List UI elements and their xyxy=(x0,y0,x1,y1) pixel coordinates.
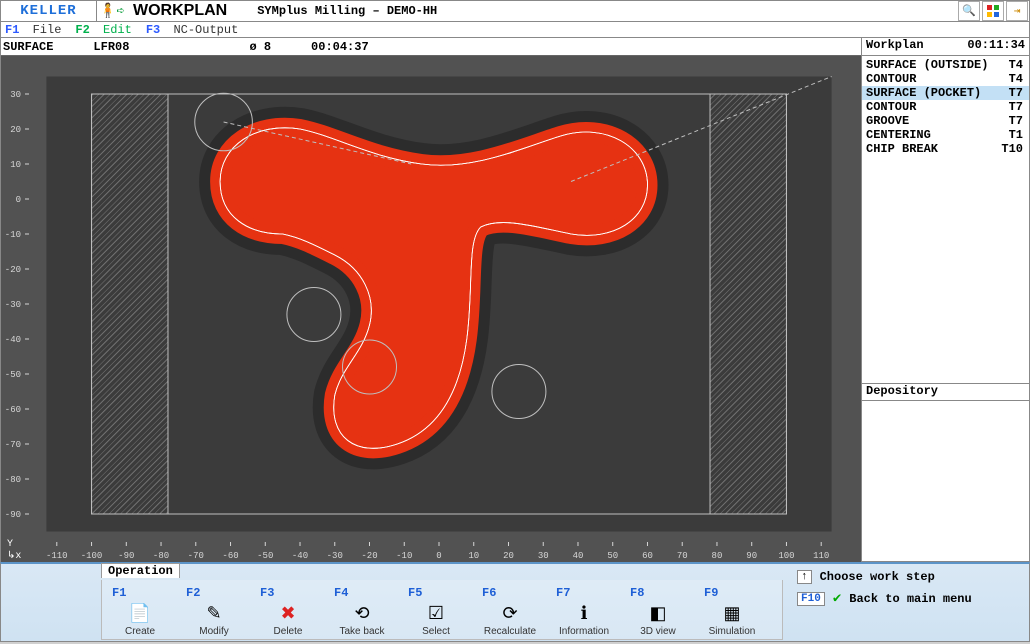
workplan-item[interactable]: CENTERINGT1 xyxy=(862,128,1029,142)
svg-text:-70: -70 xyxy=(188,551,204,561)
svg-text:-100: -100 xyxy=(81,551,103,561)
op-create[interactable]: F1📄Create xyxy=(112,586,168,637)
svg-text:-30: -30 xyxy=(5,300,21,310)
op-3d-view[interactable]: F8◧3D view xyxy=(630,586,686,637)
svg-text:-80: -80 xyxy=(153,551,169,561)
workplan-item[interactable]: CONTOURT7 xyxy=(862,100,1029,114)
svg-text:30: 30 xyxy=(10,90,21,100)
svg-text:0: 0 xyxy=(436,551,441,561)
tool-diameter: ø 8 xyxy=(249,40,271,54)
choose-step-button[interactable]: ↑ Choose work step xyxy=(797,570,1021,584)
svg-text:0: 0 xyxy=(16,195,21,205)
svg-text:20: 20 xyxy=(10,125,21,135)
svg-text:-60: -60 xyxy=(222,551,238,561)
svg-text:-90: -90 xyxy=(5,510,21,520)
operations-panel: Operation F1📄Create F2✎Modify F3✖Delete F4⟲… xyxy=(1,564,789,641)
workplan-item[interactable]: SURFACE (POCKET)T7 xyxy=(862,86,1029,100)
svg-text:30: 30 xyxy=(538,551,549,561)
svg-text:10: 10 xyxy=(10,160,21,170)
svg-text:60: 60 xyxy=(642,551,653,561)
svg-text:40: 40 xyxy=(573,551,584,561)
depository-body[interactable] xyxy=(862,401,1029,561)
depository-header: Depository xyxy=(862,383,1029,401)
side-panel: Workplan 00:11:34 SURFACE (OUTSIDE)T4CON… xyxy=(861,38,1029,561)
svg-text:50: 50 xyxy=(607,551,618,561)
footer: Operation F1📄Create F2✎Modify F3✖Delete F4⟲… xyxy=(0,562,1030,642)
svg-text:-40: -40 xyxy=(5,335,21,345)
op-time: 00:04:37 xyxy=(311,40,369,54)
main-area: SURFACE LFR08 ø 8 00:04:37 -90 -80 -70 -60 -… xyxy=(0,38,1030,562)
workplan-total-time: 00:11:34 xyxy=(967,38,1025,55)
mode-icon[interactable]: 🧍➪ xyxy=(97,3,127,20)
operations-title: Operation xyxy=(101,563,180,578)
svg-text:Y: Y xyxy=(7,539,13,550)
check-icon: ✔ xyxy=(833,590,841,607)
viewport: SURFACE LFR08 ø 8 00:04:37 -90 -80 -70 -60 -… xyxy=(1,38,861,561)
op-recalculate[interactable]: F6⟳Recalculate xyxy=(482,586,538,637)
workplan-item[interactable]: CONTOURT4 xyxy=(862,72,1029,86)
section-title: WORKPLAN xyxy=(133,2,257,20)
titlebar: KELLER 🧍➪ WORKPLAN SYMplus Milling – DEM… xyxy=(0,0,1030,22)
svg-text:-70: -70 xyxy=(5,440,21,450)
svg-text:-20: -20 xyxy=(5,265,21,275)
f10-key: F10 xyxy=(797,592,825,606)
workplan-header: Workplan 00:11:34 xyxy=(862,38,1029,56)
palette-icon[interactable] xyxy=(982,1,1004,21)
brand-logo: KELLER xyxy=(1,1,97,21)
workplan-item[interactable]: SURFACE (OUTSIDE)T4 xyxy=(862,58,1029,72)
svg-text:↳x: ↳x xyxy=(7,550,21,562)
choose-step-label: Choose work step xyxy=(820,570,935,584)
workplan-title: Workplan xyxy=(866,38,924,55)
svg-text:-110: -110 xyxy=(46,551,68,561)
menu-file[interactable]: F1 File xyxy=(5,23,67,37)
op-select[interactable]: F5☑Select xyxy=(408,586,464,637)
op-information[interactable]: F7ℹInformation xyxy=(556,586,612,637)
svg-text:-50: -50 xyxy=(257,551,273,561)
svg-text:10: 10 xyxy=(468,551,479,561)
up-arrow-icon: ↑ xyxy=(797,570,812,584)
svg-text:90: 90 xyxy=(746,551,757,561)
program-name: LFR08 xyxy=(93,40,129,54)
svg-text:100: 100 xyxy=(778,551,794,561)
workplan-item[interactable]: CHIP BREAKT10 xyxy=(862,142,1029,156)
svg-text:-30: -30 xyxy=(327,551,343,561)
svg-text:-90: -90 xyxy=(118,551,134,561)
workplan-list[interactable]: SURFACE (OUTSIDE)T4CONTOURT4SURFACE (POC… xyxy=(862,56,1029,383)
op-delete[interactable]: F3✖Delete xyxy=(260,586,316,637)
svg-text:-10: -10 xyxy=(5,230,21,240)
op-modify[interactable]: F2✎Modify xyxy=(186,586,242,637)
search-icon[interactable]: 🔍 xyxy=(958,1,980,21)
svg-text:-80: -80 xyxy=(5,475,21,485)
toolpath-canvas[interactable]: -90-80-70-60-50-40-30-20-100102030-110-1… xyxy=(1,56,861,562)
op-simulation[interactable]: F9▦Simulation xyxy=(704,586,760,637)
svg-text:-40: -40 xyxy=(292,551,308,561)
menu-nc-output[interactable]: F3 NC-Output xyxy=(146,23,244,37)
svg-text:20: 20 xyxy=(503,551,514,561)
footer-nav: ↑ Choose work step F10 ✔ Back to main me… xyxy=(789,564,1029,641)
menubar: F1 File F2 Edit F3 NC-Output xyxy=(0,22,1030,38)
svg-text:110: 110 xyxy=(813,551,829,561)
svg-text:80: 80 xyxy=(712,551,723,561)
mode-label: SURFACE xyxy=(3,40,53,54)
exit-icon[interactable]: ⇥ xyxy=(1006,1,1028,21)
back-label: Back to main menu xyxy=(849,592,971,606)
back-button[interactable]: F10 ✔ Back to main menu xyxy=(797,590,1021,607)
menu-edit[interactable]: F2 Edit xyxy=(75,23,137,37)
workplan-item[interactable]: GROOVET7 xyxy=(862,114,1029,128)
view-infobar: SURFACE LFR08 ø 8 00:04:37 xyxy=(1,38,861,56)
op-take-back[interactable]: F4⟲Take back xyxy=(334,586,390,637)
svg-text:-10: -10 xyxy=(396,551,412,561)
document-title: SYMplus Milling – DEMO-HH xyxy=(257,4,437,18)
svg-text:70: 70 xyxy=(677,551,688,561)
svg-text:-50: -50 xyxy=(5,370,21,380)
svg-text:-60: -60 xyxy=(5,405,21,415)
svg-text:-20: -20 xyxy=(361,551,377,561)
